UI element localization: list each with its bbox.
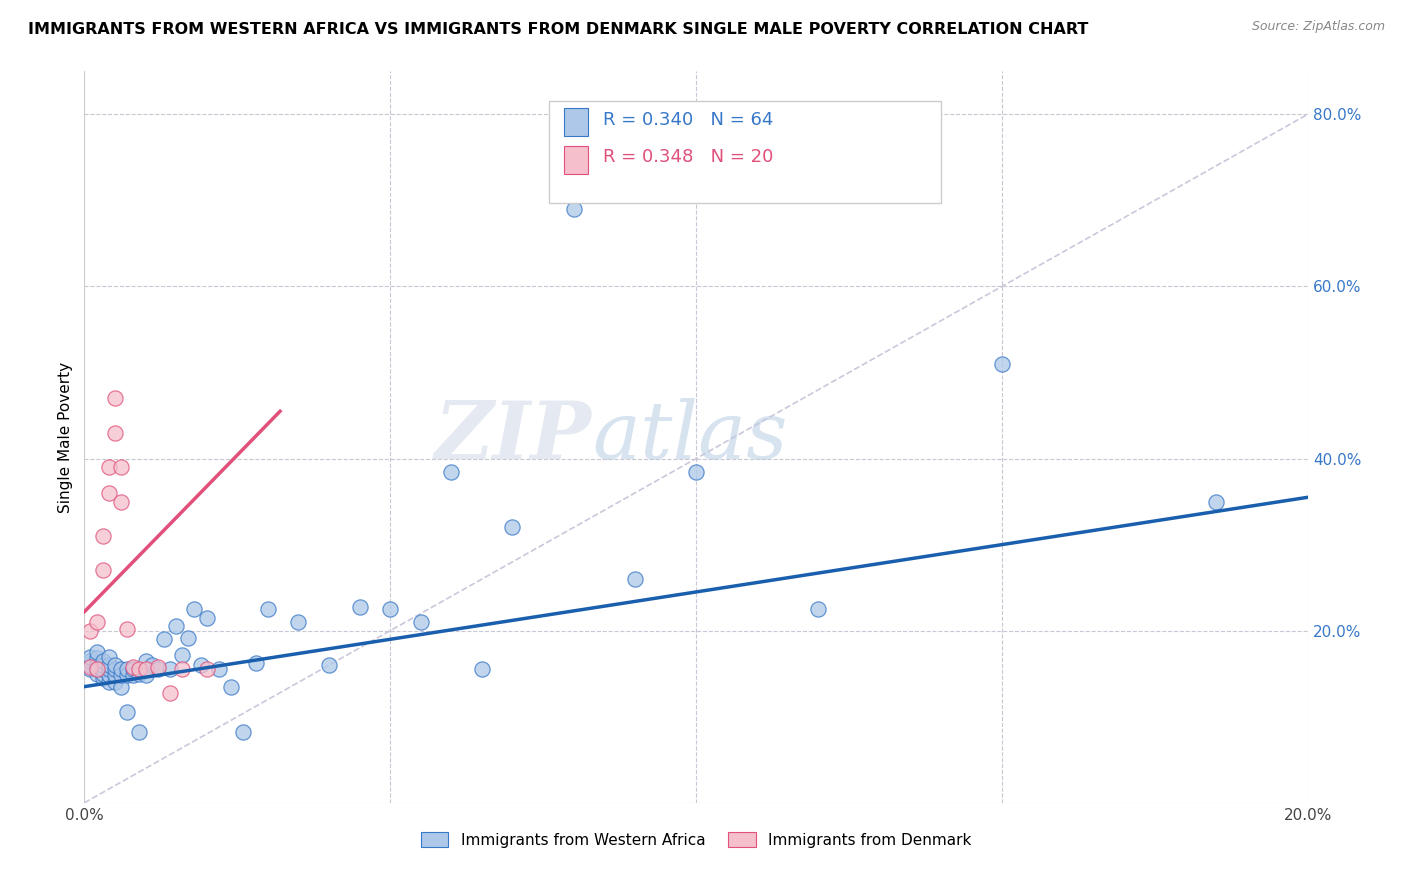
Point <box>349 599 371 614</box>
Point <box>97 460 120 475</box>
Point <box>172 648 194 662</box>
Point <box>135 654 157 668</box>
Point <box>208 662 231 676</box>
Point <box>97 662 120 676</box>
Point <box>128 725 150 739</box>
Point <box>91 658 114 673</box>
Point <box>91 671 114 685</box>
Point <box>104 662 127 676</box>
Point <box>91 654 114 668</box>
Point <box>86 666 108 681</box>
Text: ZIP: ZIP <box>434 399 592 475</box>
Point <box>104 675 127 690</box>
Point <box>471 662 494 676</box>
Point <box>159 686 181 700</box>
Point <box>115 622 138 636</box>
Point <box>195 662 218 676</box>
Point <box>97 675 120 690</box>
Text: R = 0.348   N = 20: R = 0.348 N = 20 <box>603 148 773 166</box>
Point <box>122 668 145 682</box>
Point <box>97 658 120 673</box>
Point <box>104 392 127 406</box>
Point <box>409 615 432 629</box>
Point <box>122 660 145 674</box>
Point <box>115 706 138 720</box>
Point <box>128 662 150 676</box>
Point <box>562 202 585 216</box>
Point <box>79 649 101 664</box>
Point <box>79 658 101 673</box>
Text: R = 0.340   N = 64: R = 0.340 N = 64 <box>603 111 773 128</box>
Point <box>115 662 138 676</box>
Text: atlas: atlas <box>592 399 787 475</box>
Point <box>232 725 254 739</box>
Point <box>115 668 138 682</box>
Point <box>219 680 242 694</box>
Point <box>257 602 280 616</box>
Point <box>79 624 101 638</box>
Point <box>1205 494 1227 508</box>
Point <box>97 668 120 682</box>
Point <box>128 666 150 681</box>
Point <box>165 619 187 633</box>
Point <box>153 632 176 647</box>
FancyBboxPatch shape <box>564 108 588 136</box>
Point <box>624 572 647 586</box>
Point <box>110 494 132 508</box>
Point <box>685 465 707 479</box>
Point <box>86 615 108 629</box>
Point <box>122 662 145 676</box>
Text: Source: ZipAtlas.com: Source: ZipAtlas.com <box>1251 20 1385 33</box>
Point <box>79 662 101 676</box>
Point <box>86 658 108 673</box>
Point <box>104 658 127 673</box>
Point <box>440 465 463 479</box>
Point <box>79 660 101 674</box>
Point <box>110 680 132 694</box>
Point <box>146 660 169 674</box>
Point <box>190 658 212 673</box>
Point <box>104 425 127 440</box>
Point <box>86 651 108 665</box>
Point <box>195 611 218 625</box>
Point <box>287 615 309 629</box>
Point <box>183 602 205 616</box>
Point <box>135 662 157 676</box>
FancyBboxPatch shape <box>564 146 588 174</box>
Point <box>991 357 1014 371</box>
Point <box>502 520 524 534</box>
Point <box>91 564 114 578</box>
Point <box>110 668 132 682</box>
Y-axis label: Single Male Poverty: Single Male Poverty <box>58 361 73 513</box>
Point <box>97 649 120 664</box>
Text: IMMIGRANTS FROM WESTERN AFRICA VS IMMIGRANTS FROM DENMARK SINGLE MALE POVERTY CO: IMMIGRANTS FROM WESTERN AFRICA VS IMMIGR… <box>28 22 1088 37</box>
Point <box>86 645 108 659</box>
Point <box>177 631 200 645</box>
Legend: Immigrants from Western Africa, Immigrants from Denmark: Immigrants from Western Africa, Immigran… <box>415 825 977 854</box>
Point <box>172 662 194 676</box>
Point <box>110 460 132 475</box>
Point <box>91 662 114 676</box>
Point <box>97 486 120 500</box>
Point <box>110 662 132 676</box>
Point <box>135 668 157 682</box>
Point <box>86 662 108 676</box>
Point <box>146 662 169 676</box>
Point <box>79 654 101 668</box>
Point <box>245 657 267 671</box>
Point <box>91 529 114 543</box>
Point <box>141 658 163 673</box>
Point <box>380 602 402 616</box>
Point <box>807 602 830 616</box>
Point <box>86 662 108 676</box>
Point <box>159 662 181 676</box>
Point <box>104 668 127 682</box>
Point <box>318 658 340 673</box>
Point <box>91 666 114 681</box>
FancyBboxPatch shape <box>550 101 941 203</box>
